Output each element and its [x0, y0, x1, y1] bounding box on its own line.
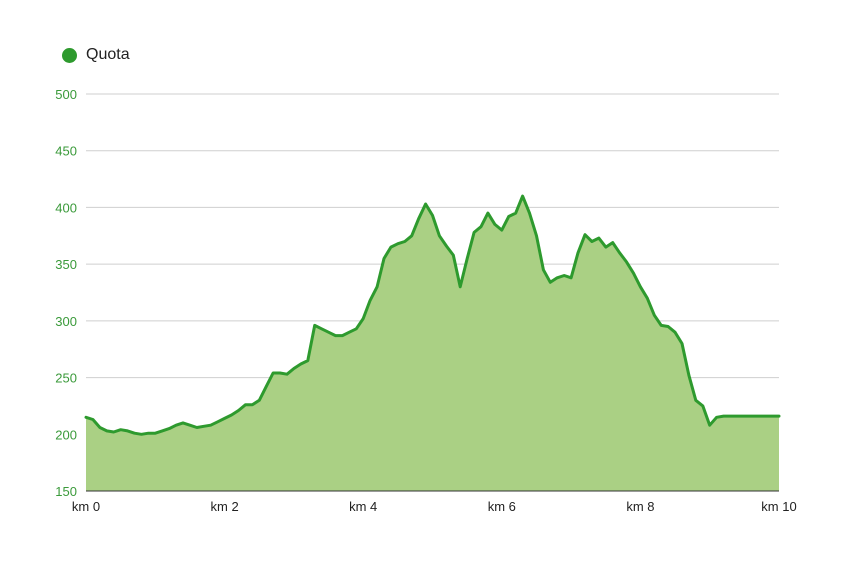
x-tick-label: km 2 — [211, 499, 239, 514]
y-tick-label: 450 — [55, 144, 77, 159]
y-tick-label: 200 — [55, 427, 77, 442]
legend: Quota — [62, 46, 130, 64]
legend-label: Quota — [86, 46, 130, 63]
x-tick-label: km 4 — [349, 499, 377, 514]
y-tick-label: 300 — [55, 314, 77, 329]
y-tick-label: 250 — [55, 371, 77, 386]
x-axis-ticks: km 0 km 2 km 4 km 6 km 8 km 10 — [72, 499, 797, 514]
y-tick-label: 500 — [55, 87, 77, 102]
x-tick-label: km 0 — [72, 499, 100, 514]
y-tick-label: 150 — [55, 484, 77, 499]
legend-swatch — [62, 47, 77, 63]
y-axis-ticks: 150 200 250 300 350 400 450 500 — [55, 87, 77, 499]
x-tick-label: km 6 — [488, 499, 516, 514]
elevation-area — [86, 196, 779, 491]
y-tick-label: 400 — [55, 200, 77, 215]
elevation-line — [84, 194, 781, 436]
x-tick-label: km 10 — [761, 499, 796, 514]
x-tick-label: km 8 — [626, 499, 654, 514]
y-tick-label: 350 — [55, 257, 77, 272]
